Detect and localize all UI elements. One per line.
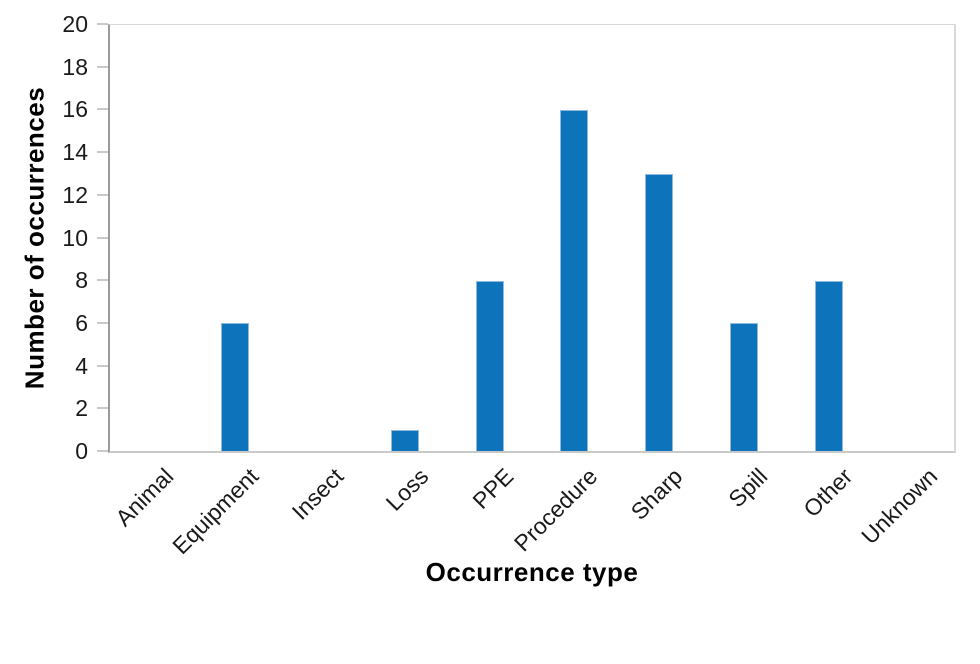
y-tick-label: 20 xyxy=(62,11,88,37)
y-tick-label: 2 xyxy=(75,395,88,422)
y-axis-title: Number of occurrences xyxy=(19,86,50,390)
y-tick-mark xyxy=(97,450,108,452)
bar-other xyxy=(815,281,843,451)
y-tick-label: 8 xyxy=(75,267,88,294)
y-tick-mark xyxy=(97,321,108,324)
bar-ppe xyxy=(476,281,504,451)
bar-procedure xyxy=(560,110,588,451)
y-tick-label: 16 xyxy=(62,96,88,123)
y-tick-label: 0 xyxy=(75,438,88,464)
y-tick-label: 10 xyxy=(62,224,88,251)
y-tick-mark xyxy=(97,108,108,111)
y-tick-label: 4 xyxy=(75,352,88,379)
bar-sharp xyxy=(645,174,673,451)
y-tick-mark xyxy=(97,407,108,410)
y-tick-label: 6 xyxy=(75,309,88,336)
y-tick-label: 12 xyxy=(62,181,88,208)
y-tick-mark xyxy=(97,236,108,239)
bar-equipment xyxy=(221,323,249,451)
x-axis-title: Occurrence type xyxy=(425,557,639,587)
y-tick-mark xyxy=(97,23,108,25)
y-tick-mark xyxy=(97,279,108,282)
bar-spill xyxy=(730,323,758,451)
y-tick-label: 14 xyxy=(62,139,88,166)
plot-area xyxy=(108,24,956,453)
y-tick-label: 18 xyxy=(62,53,88,80)
y-tick-mark xyxy=(97,65,108,68)
y-tick-mark xyxy=(97,364,108,367)
y-tick-mark xyxy=(97,151,108,154)
bar-loss xyxy=(391,430,419,451)
y-tick-mark xyxy=(97,193,108,196)
